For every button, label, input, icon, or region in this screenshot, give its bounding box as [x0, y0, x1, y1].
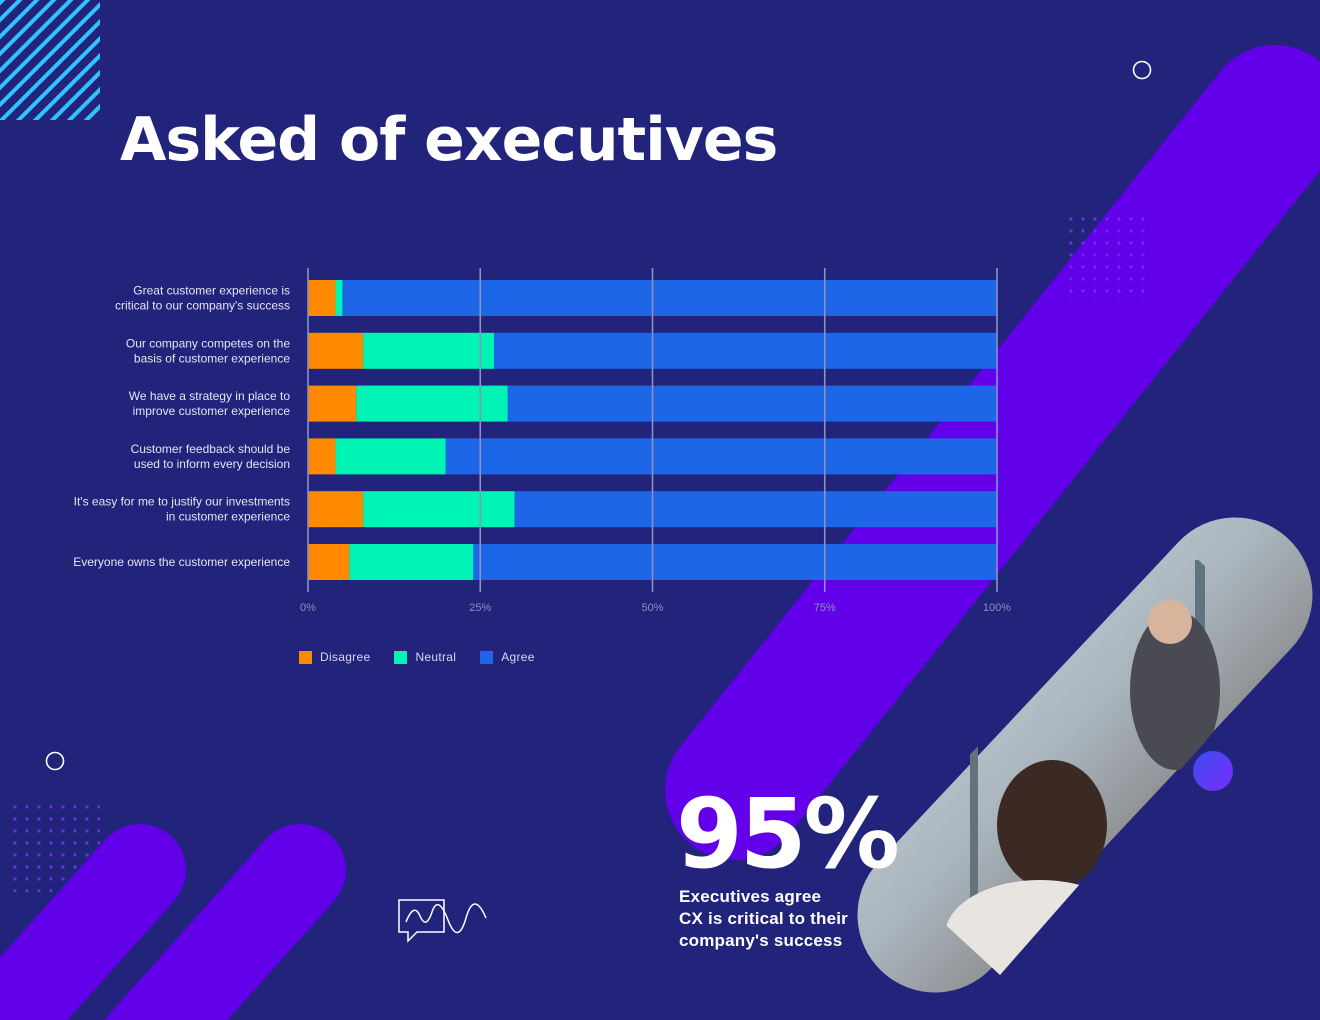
category-label-line: Our company competes on the	[126, 336, 290, 350]
bar-neutral	[363, 332, 495, 369]
category-label: We have a strategy in place to improve cu…	[129, 389, 291, 418]
bar-agree	[473, 544, 997, 580]
x-tick-label: 50%	[641, 602, 663, 614]
stat-caption-line: company's success	[679, 931, 843, 950]
legend-item: Neutral	[394, 650, 456, 664]
x-tick-label: 100%	[983, 602, 1011, 614]
bar-neutral	[335, 280, 343, 316]
stat-value: 95%	[676, 778, 900, 890]
bar-disagree	[308, 438, 336, 475]
purple-band-decoration	[665, 45, 1320, 860]
category-label-line: basis of customer experience	[134, 351, 290, 365]
stat-caption: Executives agree CX is critical to their…	[679, 886, 909, 952]
bar-agree	[342, 280, 997, 316]
ring-decoration	[1132, 60, 1152, 80]
stat-caption-line: Executives agree	[679, 887, 822, 906]
category-label-line: Everyone owns the customer experience	[73, 555, 290, 569]
legend-swatch	[394, 650, 408, 664]
dot-grid-decoration	[1064, 210, 1152, 302]
purple-stroke-right	[104, 824, 346, 1020]
gradient-orb-decoration	[1193, 751, 1233, 791]
stat-caption-line: CX is critical to their	[679, 909, 848, 928]
category-label-line: Great customer experience is	[133, 284, 290, 298]
bar-agree	[494, 332, 997, 369]
bar-disagree	[308, 332, 364, 369]
legend-item: Disagree	[299, 650, 370, 664]
category-label-line: used to inform every decision	[134, 457, 290, 471]
x-tick-label: 25%	[469, 602, 491, 614]
x-tick-label: 0%	[300, 602, 316, 614]
legend-label: Neutral	[415, 650, 457, 664]
legend-swatch	[480, 650, 494, 664]
chat-bubble-icon	[398, 899, 487, 943]
category-label: Everyone owns the customer experience	[73, 555, 290, 569]
x-tick-label: 75%	[814, 602, 836, 614]
purple-stroke-left	[0, 824, 186, 1020]
page-title: Asked of executives	[120, 105, 778, 175]
bar-disagree	[308, 491, 364, 528]
category-label: It's easy for me to justify our investme…	[74, 495, 291, 524]
bar-disagree	[308, 280, 336, 316]
category-label-line: It's easy for me to justify our investme…	[74, 495, 290, 509]
bar-disagree	[308, 544, 350, 580]
category-label: Customer feedback should be used to infor…	[131, 442, 291, 471]
category-label: Great customer experience is critical to …	[115, 284, 290, 313]
category-label-line: We have a strategy in place to	[129, 389, 291, 403]
category-label: Our company competes on the basis of cust…	[126, 336, 290, 365]
ring-decoration-lower	[45, 751, 65, 771]
legend-swatch	[299, 650, 312, 664]
category-label-line: critical to our company's success	[115, 299, 290, 313]
bar-agree	[514, 491, 997, 528]
bar-neutral	[363, 491, 515, 528]
legend-label: Agree	[501, 650, 535, 664]
bar-neutral	[335, 438, 446, 475]
bar-neutral	[356, 385, 508, 422]
bar-neutral	[349, 544, 474, 580]
legend-item: Agree	[480, 650, 535, 664]
chart-legend: Disagree Neutral Agree	[299, 650, 535, 664]
legend-label: Disagree	[320, 650, 371, 664]
bar-disagree	[308, 385, 357, 422]
bar-agree	[507, 385, 997, 422]
bar-agree	[445, 438, 997, 475]
diagonal-stripes-decoration	[0, 0, 100, 120]
category-label-line: Customer feedback should be	[131, 442, 291, 456]
category-label-line: in customer experience	[166, 510, 290, 524]
category-label-line: improve customer experience	[133, 404, 291, 418]
